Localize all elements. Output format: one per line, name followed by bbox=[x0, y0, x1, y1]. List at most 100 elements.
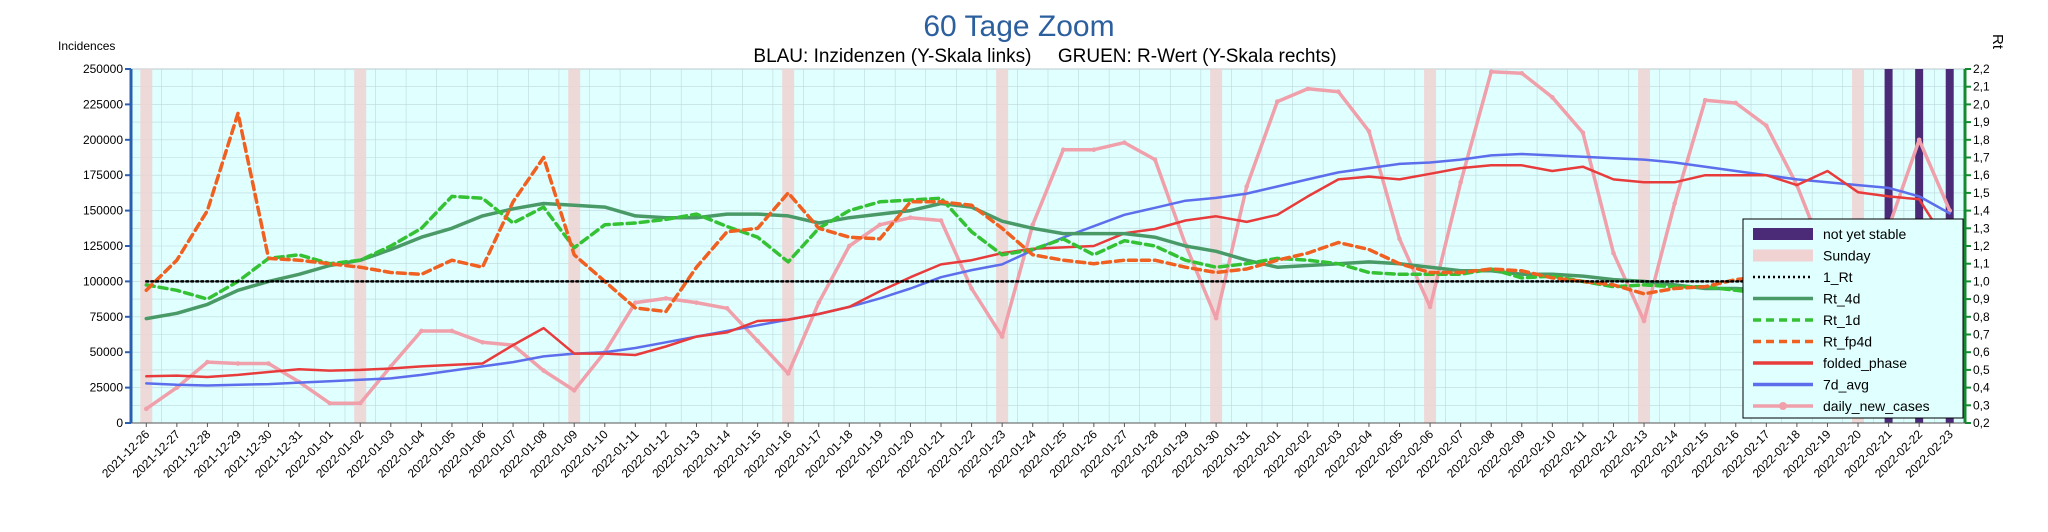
y2-tick-label: 1,5 bbox=[1973, 186, 1990, 200]
data-point-daily-new-cases bbox=[1916, 137, 1922, 143]
y2-tick-label: 1,6 bbox=[1973, 168, 1990, 182]
sunday-band bbox=[1210, 69, 1223, 423]
y-tick-label: 225000 bbox=[83, 97, 123, 111]
y2-tick-label: 0,4 bbox=[1973, 381, 1990, 395]
legend-label-daily-new-cases: daily_new_cases bbox=[1823, 398, 1930, 414]
y2-tick-label: 1,7 bbox=[1973, 151, 1990, 165]
data-point-daily-new-cases bbox=[847, 243, 852, 249]
data-point-daily-new-cases bbox=[327, 400, 332, 406]
data-point-daily-new-cases bbox=[1213, 315, 1219, 321]
data-point-daily-new-cases bbox=[449, 328, 455, 334]
data-point-daily-new-cases bbox=[1244, 184, 1249, 189]
y2-tick-label: 2,1 bbox=[1973, 80, 1990, 94]
data-point-daily-new-cases bbox=[571, 388, 577, 393]
data-point-daily-new-cases bbox=[1305, 86, 1311, 92]
series-line-rt-1d bbox=[144, 194, 1952, 335]
y2-tick-label: 2,0 bbox=[1973, 97, 1990, 111]
y2-tick-label: 1,0 bbox=[1973, 274, 1990, 288]
sunday-band bbox=[1424, 69, 1437, 423]
y2-tick-label: 1,3 bbox=[1973, 221, 1990, 235]
data-point-daily-new-cases bbox=[816, 300, 822, 305]
data-point-daily-new-cases bbox=[541, 368, 546, 373]
data-point-daily-new-cases bbox=[1274, 99, 1280, 104]
sunday-band bbox=[782, 69, 795, 423]
chart-subtitle: BLAU: Inzidenzen (Y-Skala links) GRUEN: … bbox=[753, 46, 1336, 67]
legend-swatch-not-yet-stable bbox=[1753, 228, 1813, 240]
legend-swatch-sunday bbox=[1753, 249, 1813, 262]
data-point-daily-new-cases bbox=[1152, 157, 1158, 162]
y-axis-label: Incidences bbox=[58, 39, 115, 53]
data-point-daily-new-cases bbox=[1764, 123, 1769, 128]
data-point-daily-new-cases bbox=[1458, 179, 1463, 185]
data-point-daily-new-cases bbox=[1672, 201, 1677, 206]
sunday-band bbox=[140, 69, 153, 423]
data-point-daily-new-cases bbox=[1427, 304, 1433, 310]
data-point-daily-new-cases bbox=[877, 222, 883, 228]
data-point-daily-new-cases bbox=[724, 306, 730, 311]
data-point-daily-new-cases bbox=[419, 328, 424, 334]
data-point-daily-new-cases bbox=[785, 371, 791, 376]
data-point-daily-new-cases bbox=[938, 218, 944, 223]
sunday-band bbox=[354, 69, 367, 423]
sunday-band bbox=[996, 69, 1009, 423]
y-tick-label: 100000 bbox=[83, 274, 123, 288]
y-tick-label: 250000 bbox=[83, 62, 123, 76]
y2-tick-label: 1,1 bbox=[1973, 257, 1990, 271]
y2-tick-label: 0,8 bbox=[1973, 310, 1990, 324]
data-point-daily-new-cases bbox=[235, 361, 241, 366]
y2-tick-label: 0,6 bbox=[1973, 345, 1990, 359]
data-point-daily-new-cases bbox=[755, 338, 760, 344]
data-point-daily-new-cases bbox=[999, 334, 1005, 339]
y-tick-label: 0 bbox=[116, 416, 123, 430]
y2-tick-label: 0,2 bbox=[1973, 416, 1990, 430]
data-point-daily-new-cases bbox=[1733, 100, 1739, 106]
y-tick-label: 75000 bbox=[90, 310, 124, 324]
data-point-daily-new-cases bbox=[1519, 70, 1525, 76]
y-tick-label: 50000 bbox=[90, 345, 124, 359]
sunday-band bbox=[1638, 69, 1651, 423]
data-point-daily-new-cases bbox=[1336, 89, 1341, 94]
data-point-daily-new-cases bbox=[633, 300, 638, 305]
data-point-daily-new-cases bbox=[694, 300, 699, 305]
y2-tick-label: 1,9 bbox=[1973, 115, 1990, 129]
y2-axis-label: Rt bbox=[1989, 34, 2006, 50]
legend-label-rt-fp4d: Rt_fp4d bbox=[1823, 334, 1872, 350]
data-point-daily-new-cases bbox=[1580, 130, 1586, 136]
y2-tick-label: 0,7 bbox=[1973, 328, 1990, 342]
legend-label-1-rt: 1_Rt bbox=[1823, 269, 1853, 285]
legend: not yet stable Sunday 1_Rt Rt_4d Rt_1d Rt_fp4… bbox=[1742, 218, 1964, 419]
data-point-daily-new-cases bbox=[1030, 222, 1036, 228]
y-tick-label: 175000 bbox=[83, 168, 123, 182]
legend-label-rt-4d: Rt_4d bbox=[1823, 291, 1860, 307]
data-point-daily-new-cases bbox=[143, 406, 149, 412]
data-point-daily-new-cases bbox=[1091, 147, 1097, 153]
data-point-daily-new-cases bbox=[205, 359, 210, 365]
y2-tick-label: 2,2 bbox=[1973, 62, 1990, 76]
data-point-daily-new-cases bbox=[1641, 318, 1647, 324]
legend-marker-daily-new-cases bbox=[1779, 402, 1787, 410]
data-point-daily-new-cases bbox=[1366, 129, 1372, 134]
legend-label-7d-avg: 7d_avg bbox=[1823, 377, 1869, 393]
data-point-daily-new-cases bbox=[480, 339, 485, 345]
legend-label-folded-phase: folded_phase bbox=[1823, 355, 1907, 371]
data-point-daily-new-cases bbox=[1397, 236, 1402, 242]
data-point-daily-new-cases bbox=[1611, 250, 1616, 256]
series-line-rt-fp4d bbox=[144, 111, 1952, 331]
y-tick-label: 125000 bbox=[83, 239, 123, 253]
y2-tick-label: 0,9 bbox=[1973, 292, 1990, 306]
y2-tick-label: 0,5 bbox=[1973, 363, 1990, 377]
y-tick-label: 200000 bbox=[83, 133, 123, 147]
legend-label-rt-1d: Rt_1d bbox=[1823, 312, 1860, 328]
y2-tick-label: 0,3 bbox=[1973, 398, 1990, 412]
data-point-daily-new-cases bbox=[908, 215, 913, 220]
series-line-folded-phase bbox=[145, 164, 1951, 379]
data-point-daily-new-cases bbox=[174, 385, 180, 390]
data-point-daily-new-cases bbox=[663, 296, 669, 301]
series-line-daily-new-cases bbox=[144, 70, 1952, 411]
y-tick-label: 25000 bbox=[90, 381, 124, 395]
data-point-daily-new-cases bbox=[266, 361, 271, 366]
data-point-daily-new-cases bbox=[357, 400, 363, 406]
chart-title: 60 Tage Zoom bbox=[923, 10, 1114, 43]
